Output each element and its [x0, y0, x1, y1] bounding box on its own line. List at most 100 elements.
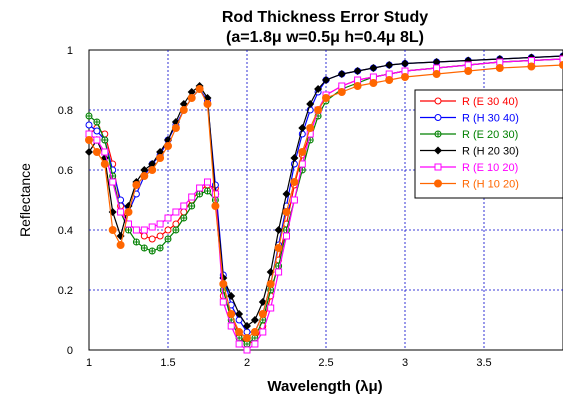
data-point [132, 226, 140, 234]
chart-subtitle: (a=1.8μ w=0.5μ h=0.4μ 8L) [226, 29, 424, 46]
data-point [125, 226, 132, 234]
data-point [164, 235, 172, 243]
data-point [434, 97, 442, 105]
data-point [204, 187, 211, 195]
data-point [559, 55, 563, 63]
x-tick-label: 2 [244, 357, 250, 369]
data-point [306, 100, 315, 108]
data-point [211, 190, 219, 198]
series-layer [85, 52, 563, 354]
x-axis-label: Wavelength (λμ) [267, 378, 382, 395]
data-point [258, 298, 267, 306]
data-point [259, 328, 267, 336]
data-point [227, 310, 236, 318]
legend-label: R (E 30 40) [462, 96, 518, 108]
data-point [337, 88, 346, 96]
data-point [314, 106, 323, 114]
data-point [124, 208, 133, 216]
data-point [148, 247, 156, 255]
data-point [171, 124, 180, 132]
data-point [164, 142, 172, 150]
y-tick-label: 1 [67, 45, 73, 57]
data-point [432, 58, 441, 66]
data-point [283, 232, 290, 240]
data-point [274, 226, 283, 234]
data-point [401, 73, 409, 81]
legend-entry: R (H 20 30) [420, 146, 519, 158]
data-point [85, 121, 93, 129]
data-point [235, 310, 244, 318]
data-point [85, 112, 93, 120]
data-point [100, 160, 109, 168]
data-point [495, 64, 504, 72]
data-point [108, 226, 117, 234]
legend-label: R (H 10 20) [462, 179, 519, 191]
data-point [434, 114, 442, 121]
data-point [275, 268, 283, 276]
legend: R (E 30 40) R (H 30 40) R (E 20 30) R (H 20… [414, 89, 563, 199]
data-point [282, 190, 291, 198]
data-point [180, 202, 188, 210]
data-point [266, 280, 275, 288]
y-tick-label: 0 [67, 345, 73, 357]
data-point [211, 202, 220, 210]
tick-labels: 1 1.5 2 2.5 3 3.5 0 0.2 0.4 0.6 0.8 1 [58, 45, 492, 369]
legend-entry: R (H 10 20) [420, 179, 519, 191]
data-point [187, 88, 196, 96]
data-point [298, 148, 307, 156]
data-point [369, 64, 378, 72]
data-point [314, 85, 323, 93]
data-point [235, 340, 243, 348]
data-point [251, 340, 259, 348]
data-point [156, 232, 164, 240]
series-5 [85, 61, 563, 342]
data-point [369, 79, 378, 87]
data-point [282, 208, 291, 216]
data-point [227, 322, 235, 330]
data-point [203, 100, 212, 108]
data-point [85, 136, 93, 144]
data-point [140, 172, 149, 180]
data-point [290, 178, 299, 186]
data-point [290, 196, 298, 204]
data-point [219, 298, 227, 306]
data-point [434, 179, 442, 188]
data-point [235, 328, 244, 336]
legend-entry: R (E 30 40) [420, 96, 518, 108]
data-point [188, 193, 196, 201]
data-point [219, 280, 228, 288]
data-point [172, 208, 180, 216]
y-tick-label: 0.8 [58, 105, 73, 117]
legend-entry: R (E 20 30) [420, 129, 518, 141]
data-point [258, 310, 267, 318]
legend-label: R (E 10 20) [462, 162, 518, 174]
data-point [337, 70, 346, 78]
data-point [250, 316, 259, 324]
data-point [85, 148, 93, 156]
x-tick-label: 3 [402, 357, 408, 369]
data-point [434, 146, 442, 155]
data-point [164, 214, 172, 222]
data-point [148, 166, 157, 174]
data-point [164, 226, 172, 234]
data-point [188, 202, 196, 210]
data-point [353, 82, 362, 90]
data-point [559, 61, 563, 69]
data-point [322, 76, 330, 84]
data-point [204, 178, 211, 186]
data-point [140, 244, 148, 252]
data-point [434, 130, 442, 138]
data-point [180, 214, 188, 222]
x-tick-label: 2.5 [318, 357, 333, 369]
data-point [93, 136, 101, 144]
data-point [464, 67, 473, 75]
data-point [196, 190, 204, 198]
data-point [156, 244, 164, 252]
data-point [195, 85, 204, 93]
data-point [93, 118, 101, 126]
data-point [101, 148, 109, 156]
chart-title: Rod Thickness Error Study [222, 9, 428, 26]
y-tick-label: 0.2 [58, 285, 73, 297]
data-point [132, 181, 141, 189]
x-tick-label: 1 [86, 357, 92, 369]
